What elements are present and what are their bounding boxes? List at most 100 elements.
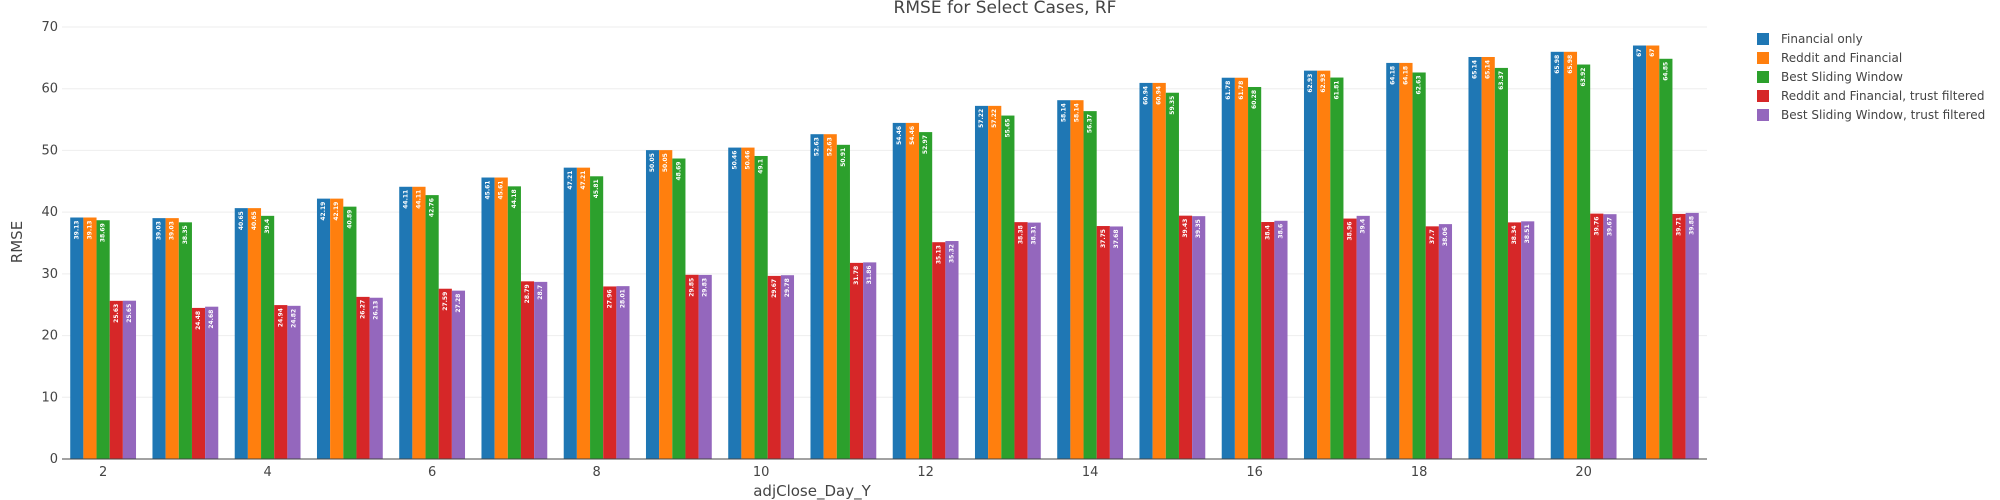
bar: [191, 307, 206, 459]
legend-entry: Best Sliding Window: [1781, 70, 1903, 84]
bar: [974, 105, 989, 460]
bar-value-label: 50.05: [649, 153, 656, 172]
bar-value-label: 26.27: [360, 300, 367, 319]
bar-value-label: 27.59: [442, 292, 449, 311]
legend-entry: Financial only: [1781, 32, 1863, 46]
bar-value-label: 60.94: [1156, 86, 1163, 105]
bar: [576, 167, 591, 459]
bar: [685, 274, 699, 459]
x-tick-label: 4: [263, 465, 271, 480]
bar-value-label: 24.82: [290, 309, 297, 328]
bar-value-label: 39.4: [1360, 219, 1367, 234]
bar: [343, 206, 357, 459]
bar: [1221, 77, 1235, 460]
bar: [399, 186, 413, 459]
bar-labels-group: 39.13 39.03 40.65 42.19 44.11 45.61 47.21 50.05…: [73, 49, 1695, 330]
bar-value-label: 42.19: [333, 202, 340, 221]
bar-value-label: 50.05: [662, 153, 669, 172]
bar-value-label: 27.96: [606, 289, 613, 308]
bar: [988, 105, 1002, 460]
x-tick-labels: 2 4 6 8 10 12 14 16 18 20: [99, 465, 1592, 480]
bar-value-label: 29.67: [771, 279, 778, 298]
bar-value-label: 52.63: [827, 137, 834, 156]
bar: [1274, 220, 1288, 459]
bar-value-label: 38.4: [1264, 225, 1271, 240]
bar-value-label: 28.79: [524, 284, 531, 303]
bar: [451, 290, 466, 459]
bar-value-label: 52.97: [922, 135, 929, 154]
bar: [1109, 226, 1124, 459]
bar-value-label: 63.92: [1580, 68, 1587, 87]
bar: [1672, 213, 1686, 459]
bar: [1550, 51, 1564, 459]
y-tick-label: 30: [41, 267, 58, 282]
bar-value-label: 26.13: [373, 301, 380, 320]
bar: [823, 134, 837, 460]
bar-value-label: 39.03: [156, 221, 163, 240]
bar: [165, 218, 179, 459]
legend-entry: Reddit and Financial: [1781, 51, 1902, 65]
bar-value-label: 57.22: [991, 109, 998, 128]
bar-value-label: 28.01: [619, 289, 626, 308]
bar-value-label: 39.4: [264, 219, 271, 234]
bar-value-label: 60.94: [1143, 86, 1150, 105]
bar: [698, 274, 712, 459]
bar-value-label: 39.71: [1676, 217, 1683, 236]
bar-value-label: 60.28: [1251, 90, 1258, 109]
bar: [1178, 215, 1193, 459]
bar: [563, 167, 577, 459]
bar-value-label: 67: [1636, 49, 1643, 57]
bar: [369, 297, 383, 459]
bar-value-label: 47.21: [567, 171, 574, 190]
bar: [122, 300, 137, 459]
bar-value-label: 44.11: [415, 190, 422, 209]
x-axis-title: adjClose_Day_Y: [753, 482, 871, 500]
bar-value-label: 62.93: [1320, 74, 1327, 93]
bar-value-label: 67: [1649, 49, 1656, 57]
bar-value-label: 29.83: [702, 278, 709, 297]
x-tick-label: 16: [1246, 465, 1263, 480]
y-tick-label: 60: [41, 82, 58, 97]
bar: [616, 286, 630, 459]
bar-value-label: 64.85: [1662, 62, 1669, 81]
bar-value-label: 38.69: [100, 223, 107, 242]
y-axis-title: RMSE: [8, 221, 26, 263]
bar: [481, 177, 495, 459]
legend-swatch: [1757, 52, 1769, 64]
bar-value-label: 47.21: [580, 171, 587, 190]
legend-swatch: [1757, 109, 1769, 121]
bar: [1412, 72, 1426, 459]
bar: [754, 155, 768, 460]
bar: [1659, 58, 1673, 459]
y-tick-label: 10: [41, 390, 58, 405]
bar-value-label: 39.76: [1593, 217, 1600, 236]
bar-value-label: 39.13: [86, 221, 93, 240]
x-tick-label: 6: [428, 465, 436, 480]
bar-value-label: 50.91: [840, 148, 847, 167]
y-tick-label: 20: [41, 329, 58, 344]
bar-value-label: 45.81: [593, 179, 600, 198]
bar: [438, 288, 452, 459]
bar: [109, 300, 123, 459]
bar: [1468, 56, 1482, 460]
bar: [274, 305, 288, 459]
bar-value-label: 54.46: [909, 126, 916, 145]
legend-swatch: [1757, 71, 1769, 83]
bar-value-label: 61.81: [1333, 81, 1340, 100]
bar-value-label: 56.37: [1087, 114, 1094, 133]
bar: [1481, 56, 1495, 460]
bar-value-label: 39.43: [1182, 219, 1189, 238]
bar: [507, 186, 521, 459]
bar: [590, 176, 604, 459]
bar-value-label: 25.65: [126, 304, 133, 323]
bar-value-label: 31.86: [866, 265, 873, 284]
bar: [1590, 213, 1604, 459]
bar-value-label: 38.35: [182, 225, 189, 244]
bar-value-label: 52.63: [814, 137, 821, 156]
bar: [1057, 100, 1071, 459]
bar-value-label: 38.51: [1524, 224, 1531, 243]
bar: [1494, 67, 1508, 460]
bar-value-label: 35.32: [948, 244, 955, 263]
bar: [205, 306, 219, 459]
